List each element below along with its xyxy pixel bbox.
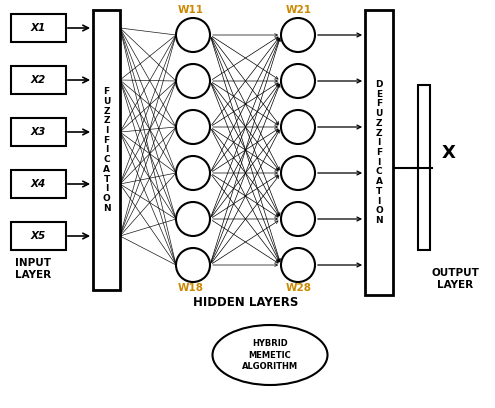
Text: W18: W18 xyxy=(178,283,204,293)
Circle shape xyxy=(176,248,210,282)
Bar xyxy=(11,170,66,198)
Circle shape xyxy=(281,248,315,282)
Text: HYBRID
MEMETIC
ALGORITHM: HYBRID MEMETIC ALGORITHM xyxy=(242,339,298,371)
Text: X1: X1 xyxy=(30,23,46,33)
Bar xyxy=(93,10,120,290)
Text: X5: X5 xyxy=(30,231,46,241)
Bar xyxy=(365,10,393,295)
Circle shape xyxy=(176,202,210,236)
Circle shape xyxy=(281,64,315,98)
Circle shape xyxy=(281,202,315,236)
Text: D
E
F
U
Z
Z
I
F
I
C
A
T
I
O
N: D E F U Z Z I F I C A T I O N xyxy=(375,80,383,225)
Text: W11: W11 xyxy=(178,5,204,15)
Bar xyxy=(418,85,430,250)
Circle shape xyxy=(281,156,315,190)
Text: X2: X2 xyxy=(30,75,46,85)
Circle shape xyxy=(176,110,210,144)
Circle shape xyxy=(176,64,210,98)
Text: OUTPUT
LAYER: OUTPUT LAYER xyxy=(431,268,479,290)
Bar xyxy=(11,118,66,146)
Text: HIDDEN LAYERS: HIDDEN LAYERS xyxy=(193,296,298,309)
Circle shape xyxy=(176,156,210,190)
Text: X: X xyxy=(442,144,456,162)
Text: X3: X3 xyxy=(30,127,46,137)
Bar xyxy=(11,14,66,42)
Circle shape xyxy=(176,18,210,52)
Text: W21: W21 xyxy=(286,5,312,15)
Bar xyxy=(11,66,66,94)
Circle shape xyxy=(281,18,315,52)
Circle shape xyxy=(281,110,315,144)
Text: W28: W28 xyxy=(286,283,312,293)
Text: INPUT
LAYER: INPUT LAYER xyxy=(15,258,51,279)
Text: F
U
Z
Z
I
F
I
C
A
T
I
O
N: F U Z Z I F I C A T I O N xyxy=(102,87,110,213)
Text: X4: X4 xyxy=(30,179,46,189)
Ellipse shape xyxy=(212,325,328,385)
Bar xyxy=(11,222,66,250)
